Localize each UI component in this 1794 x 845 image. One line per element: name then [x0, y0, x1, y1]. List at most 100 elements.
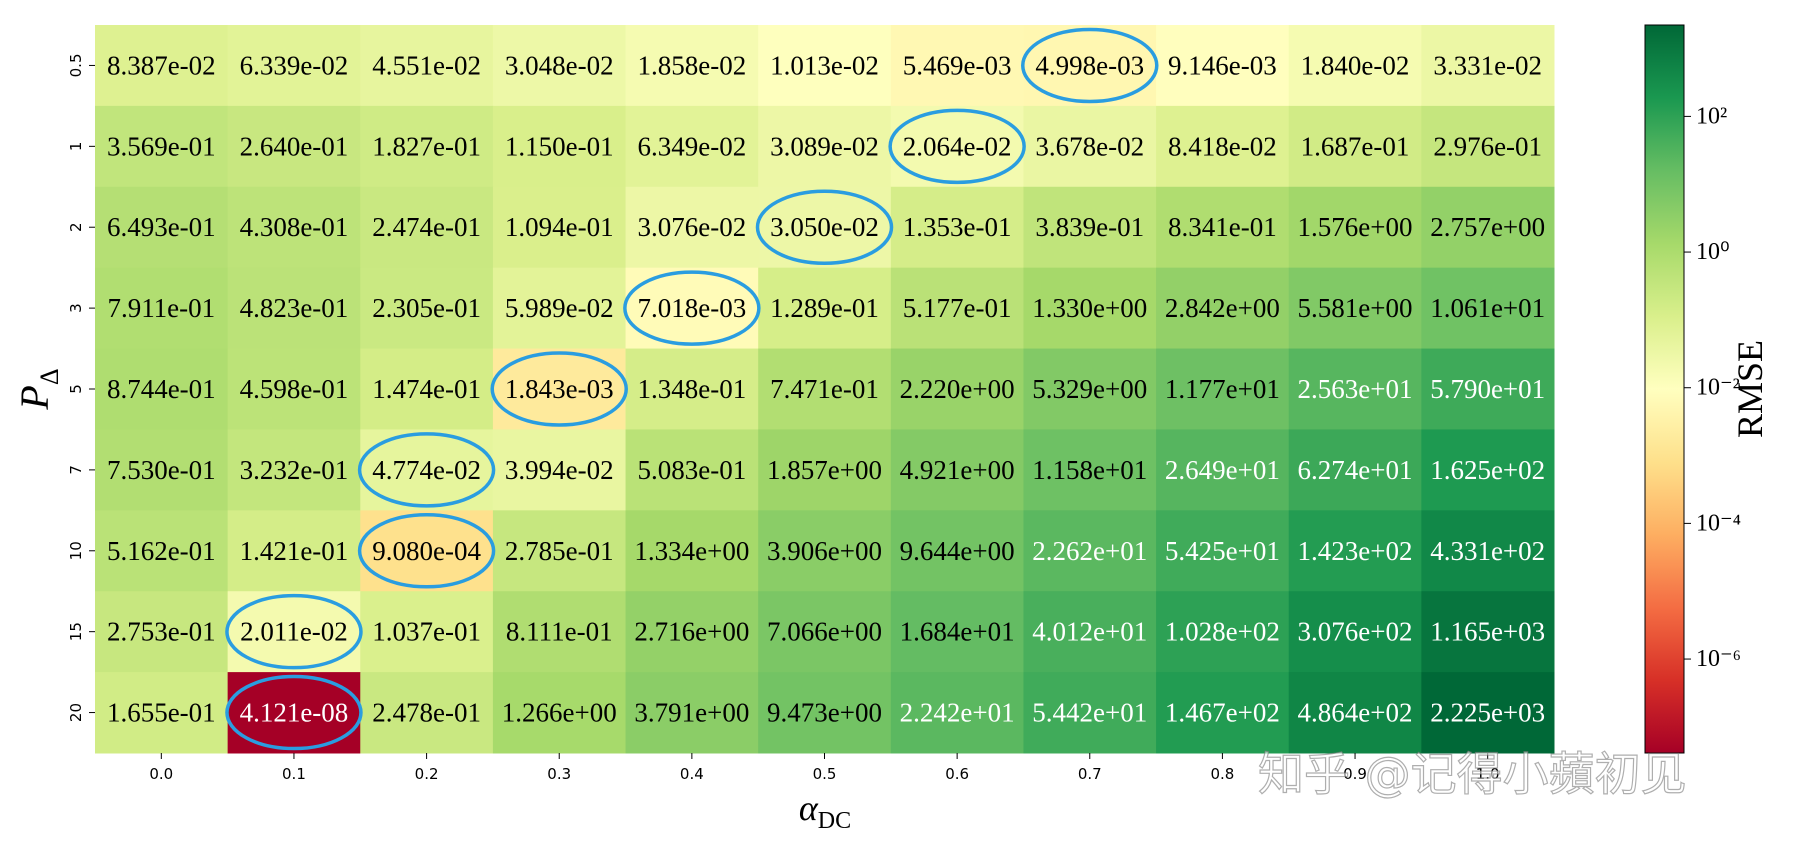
- heatmap-cell: [1288, 591, 1422, 673]
- heatmap-cell: [95, 591, 229, 673]
- cell-label: 1.177e+01: [1165, 374, 1280, 404]
- cell-label: 3.678e-02: [1035, 131, 1144, 161]
- heatmap-cell: [1023, 672, 1157, 754]
- colorbar-tick-label: 10⁻⁴: [1696, 510, 1741, 536]
- cell-label: 5.425e+01: [1165, 536, 1280, 566]
- heatmap-cell: [1156, 429, 1290, 511]
- heatmap-cell: [1156, 105, 1290, 188]
- cell-label: 3.569e-01: [107, 131, 216, 161]
- cell-label: 5.989e-02: [505, 293, 614, 323]
- heatmap-cell: [890, 186, 1024, 269]
- cell-label: 6.274e+01: [1298, 455, 1413, 485]
- heatmap-cell: [492, 510, 627, 592]
- cell-label: 5.581e+00: [1298, 293, 1413, 323]
- cell-label: 2.842e+00: [1165, 293, 1280, 323]
- heatmap-cell: [492, 672, 627, 754]
- highlight-ellipse: [225, 674, 363, 751]
- y-tick-label: 7: [67, 465, 85, 475]
- cell-label: 1.684e+01: [900, 617, 1015, 647]
- cell-label: 1.028e+02: [1165, 617, 1280, 647]
- heatmap-cell: [758, 267, 892, 350]
- heatmap-cell: [1421, 510, 1555, 592]
- y-tick-label: 3: [67, 303, 85, 313]
- y-tick-label: 15: [67, 622, 85, 641]
- x-tick-label: 1.0: [1476, 765, 1500, 783]
- cell-label: 3.048e-02: [505, 50, 614, 80]
- heatmap-cell: [1288, 186, 1422, 269]
- cell-label: 1.840e-02: [1301, 50, 1410, 80]
- colorbar-label: RMSE: [1730, 340, 1770, 438]
- heatmap-cell: [95, 105, 229, 188]
- cell-label: 4.121e-08: [240, 698, 349, 728]
- heatmap-cell: [1023, 348, 1157, 430]
- cell-label: 5.083e-01: [637, 455, 746, 485]
- highlight-ellipse: [225, 593, 363, 670]
- x-tick-label: 0.2: [415, 765, 439, 783]
- cell-label: 8.341e-01: [1168, 212, 1277, 242]
- highlight-ellipse: [623, 270, 761, 346]
- heatmap-cell: [758, 429, 892, 511]
- cell-label: 2.478e-01: [372, 698, 481, 728]
- cell-label: 4.921e+00: [900, 455, 1015, 485]
- cell-label: 1.687e-01: [1301, 131, 1410, 161]
- cell-label: 4.864e+02: [1298, 698, 1413, 728]
- heatmap-cell: [1421, 429, 1555, 511]
- cell-label: 9.644e+00: [900, 536, 1015, 566]
- cell-label: 1.857e+00: [767, 455, 882, 485]
- cell-label: 1.061e+01: [1430, 293, 1545, 323]
- y-axis-label-main: P: [12, 385, 57, 410]
- heatmap-cell: [625, 25, 759, 107]
- cell-label: 1.858e-02: [637, 50, 746, 80]
- cell-label: 3.076e-02: [637, 212, 746, 242]
- highlight-ellipse: [357, 432, 496, 508]
- heatmap-cell: [492, 186, 627, 269]
- colorbar-tick-label: 10²: [1696, 103, 1727, 129]
- highlight-ellipse: [490, 351, 628, 427]
- heatmap-cell: [360, 348, 494, 430]
- cell-label: 2.785e-01: [505, 536, 614, 566]
- heatmap-cell: [1421, 105, 1555, 188]
- cell-label: 4.598e-01: [240, 374, 349, 404]
- x-axis-label: αDC: [799, 788, 851, 834]
- highlight-ellipse: [357, 513, 496, 589]
- heatmap-cell: [1023, 591, 1157, 673]
- cell-label: 2.262e+01: [1032, 536, 1147, 566]
- colorbar-tick-label: 10⁻²: [1696, 375, 1740, 401]
- cell-label: 2.220e+00: [900, 374, 1015, 404]
- cell-label: 8.744e-01: [107, 374, 216, 404]
- heatmap-cell: [1421, 591, 1555, 673]
- heatmap-cell: [360, 25, 494, 107]
- heatmap-cell: [1023, 186, 1157, 269]
- x-tick-label: 0.9: [1343, 765, 1367, 783]
- heatmap-cell: [890, 429, 1024, 511]
- heatmap-cell: [492, 267, 627, 350]
- cell-label: 5.790e+01: [1430, 374, 1545, 404]
- y-tick-label: 0.5: [67, 54, 85, 78]
- cell-label: 3.994e-02: [505, 455, 614, 485]
- cell-label: 5.329e+00: [1032, 374, 1147, 404]
- heatmap-cell: [492, 25, 627, 107]
- heatmap-cell: [758, 510, 892, 592]
- cell-label: 4.308e-01: [240, 212, 349, 242]
- cell-label: 1.348e-01: [637, 374, 746, 404]
- cell-label: 4.012e+01: [1032, 617, 1147, 647]
- heatmap-cell: [360, 186, 494, 269]
- heatmap-cell: [1156, 348, 1290, 430]
- heatmap-cell: [95, 267, 229, 350]
- heatmap-cell: [1288, 429, 1422, 511]
- heatmap-cell: [758, 348, 892, 430]
- x-tick-label: 0.5: [813, 765, 837, 783]
- cell-label: 2.064e-02: [903, 131, 1012, 161]
- cell-label: 1.474e-01: [372, 374, 481, 404]
- x-tick-label: 0.3: [547, 765, 571, 783]
- heatmap-cell: [227, 186, 361, 269]
- heatmap-cell: [890, 348, 1024, 430]
- cell-label: 1.421e-01: [240, 536, 349, 566]
- heatmap-cell: [95, 510, 229, 592]
- heatmap-cell: [1156, 591, 1290, 673]
- cell-label: 4.998e-03: [1035, 50, 1144, 80]
- colorbar: [1644, 24, 1685, 754]
- cell-label: 5.162e-01: [107, 536, 216, 566]
- heatmap-cell: [360, 672, 494, 754]
- heatmap-cell: [1421, 267, 1555, 350]
